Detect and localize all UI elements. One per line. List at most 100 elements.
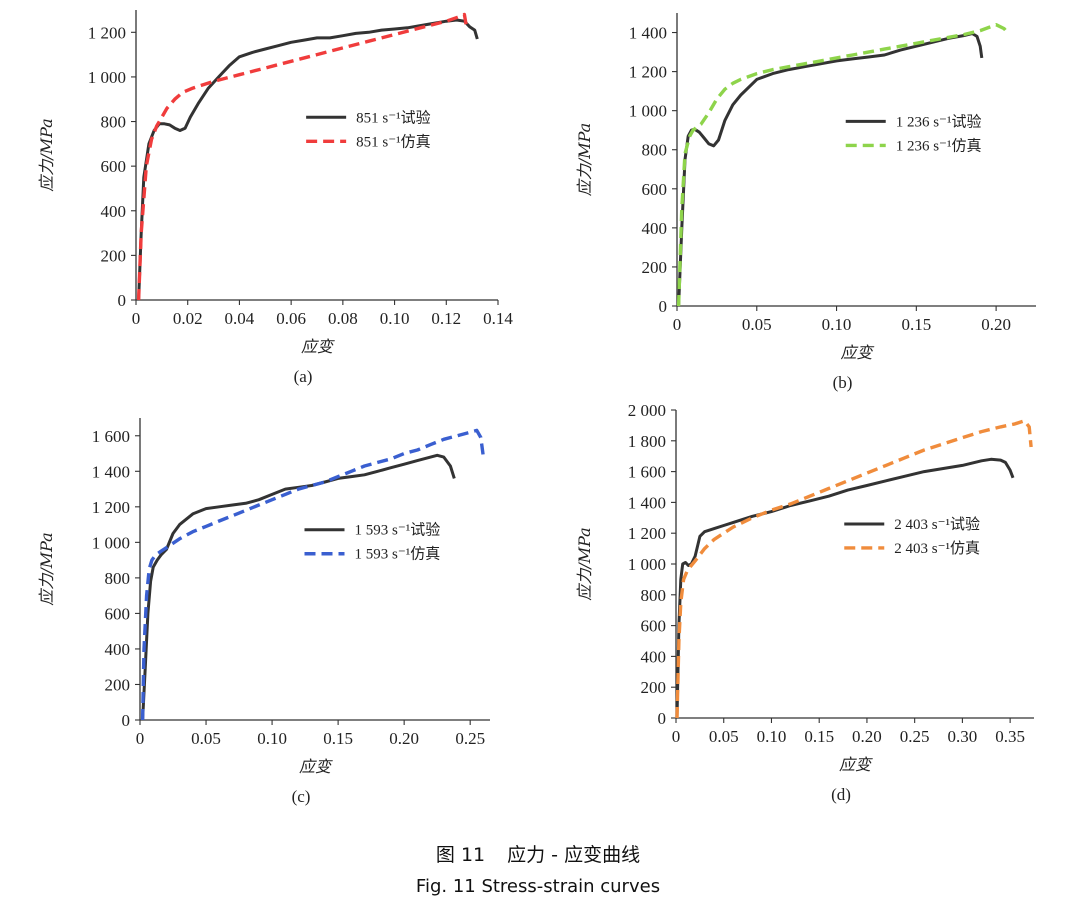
y-tick-label: 1 200 bbox=[92, 498, 130, 517]
figure-title-cn: 应力 - 应变曲线 bbox=[507, 844, 641, 866]
x-tick-label: 0.25 bbox=[455, 729, 485, 748]
y-tick-label: 0 bbox=[659, 297, 668, 316]
y-tick-label: 1 000 bbox=[629, 102, 667, 121]
y-tick-label: 800 bbox=[642, 141, 668, 160]
y-tick-label: 400 bbox=[101, 202, 127, 221]
series-line-simulation bbox=[140, 428, 486, 721]
x-tick-label: 0.15 bbox=[804, 727, 834, 746]
y-axis-title: 应力/MPa bbox=[37, 118, 56, 191]
x-tick-label: 0.02 bbox=[173, 309, 203, 328]
y-tick-label: 400 bbox=[642, 219, 668, 238]
y-tick-label: 200 bbox=[105, 675, 131, 694]
legend-label: 851 s⁻¹仿真 bbox=[356, 132, 431, 150]
legend-label: 1 236 s⁻¹试验 bbox=[896, 113, 982, 130]
chart-svg-a: 0 0.02 0.04 0.06 0.08 0.10 0.12 0.14 0 200 400 600 8… bbox=[37, 10, 513, 386]
x-tick-label: 0.20 bbox=[981, 315, 1011, 334]
x-tick-label: 0.20 bbox=[852, 727, 882, 746]
y-tick-label: 1 200 bbox=[88, 23, 126, 42]
chart-panel-c: 0 0.05 0.10 0.15 0.20 0.25 0 200 400 600 800 1 000 1… bbox=[0, 410, 538, 830]
panel-label: (b) bbox=[833, 373, 853, 392]
panel-label: (c) bbox=[292, 787, 311, 806]
y-axis-title: 应力/MPa bbox=[575, 527, 594, 600]
x-axis-title: 应变 bbox=[301, 337, 335, 356]
series-line-experiment bbox=[137, 18, 479, 301]
y-tick-label: 1 400 bbox=[92, 462, 130, 481]
chart-panel-a: 0 0.02 0.04 0.06 0.08 0.10 0.12 0.14 0 200 400 600 8… bbox=[0, 0, 538, 420]
x-tick-label: 0.04 bbox=[225, 309, 255, 328]
legend-label: 1 593 s⁻¹试验 bbox=[355, 522, 441, 539]
legend-label: 2 403 s⁻¹试验 bbox=[894, 516, 980, 533]
x-tick-label: 0.10 bbox=[380, 309, 410, 328]
x-tick-label: 0 bbox=[132, 309, 141, 328]
series-line-experiment bbox=[675, 457, 1015, 719]
y-tick-label: 0 bbox=[658, 709, 667, 728]
chart-panel-b: 0 0.05 0.10 0.15 0.20 0 200 400 600 800 1 000 1 200… bbox=[538, 0, 1076, 420]
x-tick-label: 0.30 bbox=[948, 727, 978, 746]
y-tick-label: 1 800 bbox=[628, 432, 666, 451]
x-tick-label: 0.10 bbox=[822, 315, 852, 334]
x-axis-title: 应变 bbox=[299, 757, 333, 776]
series-line-simulation bbox=[675, 419, 1033, 719]
y-tick-label: 600 bbox=[105, 604, 131, 623]
x-tick-label: 0.05 bbox=[742, 315, 772, 334]
y-tick-label: 2 000 bbox=[628, 401, 666, 420]
x-tick-label: 0.35 bbox=[995, 727, 1025, 746]
x-tick-label: 0.06 bbox=[276, 309, 306, 328]
y-tick-label: 400 bbox=[105, 640, 131, 659]
legend-label: 851 s⁻¹试验 bbox=[356, 109, 431, 126]
series-line-simulation bbox=[136, 12, 469, 301]
x-tick-label: 0.10 bbox=[757, 727, 787, 746]
panel-label: (a) bbox=[294, 367, 313, 386]
y-axis-title: 应力/MPa bbox=[37, 532, 56, 605]
panel-label: (d) bbox=[831, 785, 851, 804]
y-tick-label: 1 200 bbox=[628, 524, 666, 543]
y-tick-label: 1 600 bbox=[92, 427, 130, 446]
figure-title-en: Fig. 11 Stress-strain curves bbox=[415, 876, 661, 897]
series-line-simulation bbox=[676, 23, 1011, 307]
y-axis-title: 应力/MPa bbox=[575, 123, 594, 196]
x-tick-label: 0.05 bbox=[191, 729, 221, 748]
y-tick-label: 200 bbox=[641, 678, 667, 697]
y-tick-label: 1 000 bbox=[92, 533, 130, 552]
y-tick-label: 200 bbox=[642, 258, 668, 277]
x-tick-label: 0.08 bbox=[328, 309, 358, 328]
y-tick-label: 1 000 bbox=[628, 555, 666, 574]
figure-caption-cn: 图 11 应力 - 应变曲线 bbox=[0, 840, 1076, 867]
chart-svg-b: 0 0.05 0.10 0.15 0.20 0 200 400 600 800 1 000 1 200… bbox=[575, 13, 1036, 392]
legend-label: 1 593 s⁻¹仿真 bbox=[355, 545, 441, 563]
y-tick-label: 1 000 bbox=[88, 68, 126, 87]
y-tick-label: 600 bbox=[101, 157, 127, 176]
chart-panel-d: 0 0.05 0.10 0.15 0.20 0.25 0.30 0.35 0 200 400 600 8… bbox=[538, 401, 1076, 830]
chart-svg-d: 0 0.05 0.10 0.15 0.20 0.25 0.30 0.35 0 200 400 600 8… bbox=[575, 401, 1034, 804]
y-tick-label: 1 400 bbox=[629, 24, 667, 43]
y-tick-label: 800 bbox=[641, 586, 667, 605]
y-tick-label: 600 bbox=[642, 180, 668, 199]
y-tick-label: 1 600 bbox=[628, 463, 666, 482]
y-tick-label: 200 bbox=[101, 246, 127, 265]
figure-caption-en: Fig. 11 Stress-strain curves bbox=[0, 876, 1076, 897]
chart-svg-c: 0 0.05 0.10 0.15 0.20 0.25 0 200 400 600 800 1 000 1… bbox=[37, 418, 490, 806]
series-line-experiment bbox=[141, 453, 456, 721]
x-tick-label: 0.20 bbox=[389, 729, 419, 748]
y-tick-label: 600 bbox=[641, 617, 667, 636]
y-tick-label: 0 bbox=[122, 711, 131, 730]
x-tick-label: 0.12 bbox=[431, 309, 461, 328]
x-tick-label: 0.15 bbox=[323, 729, 353, 748]
x-tick-label: 0.10 bbox=[257, 729, 287, 748]
y-tick-label: 800 bbox=[105, 569, 131, 588]
x-tick-label: 0 bbox=[136, 729, 145, 748]
x-axis-title: 应变 bbox=[839, 755, 873, 774]
x-tick-label: 0.25 bbox=[900, 727, 930, 746]
x-tick-label: 0 bbox=[672, 727, 681, 746]
y-tick-label: 400 bbox=[641, 647, 667, 666]
x-tick-label: 0.15 bbox=[901, 315, 931, 334]
figure-number-cn: 图 11 bbox=[435, 844, 486, 866]
x-tick-label: 0 bbox=[673, 315, 682, 334]
y-tick-label: 800 bbox=[101, 113, 127, 132]
x-axis-title: 应变 bbox=[840, 343, 874, 362]
legend-label: 1 236 s⁻¹仿真 bbox=[896, 136, 982, 154]
series-line-experiment bbox=[677, 32, 984, 307]
x-tick-label: 0.14 bbox=[483, 309, 513, 328]
legend-label: 2 403 s⁻¹仿真 bbox=[894, 539, 980, 557]
y-tick-label: 1 200 bbox=[629, 63, 667, 82]
